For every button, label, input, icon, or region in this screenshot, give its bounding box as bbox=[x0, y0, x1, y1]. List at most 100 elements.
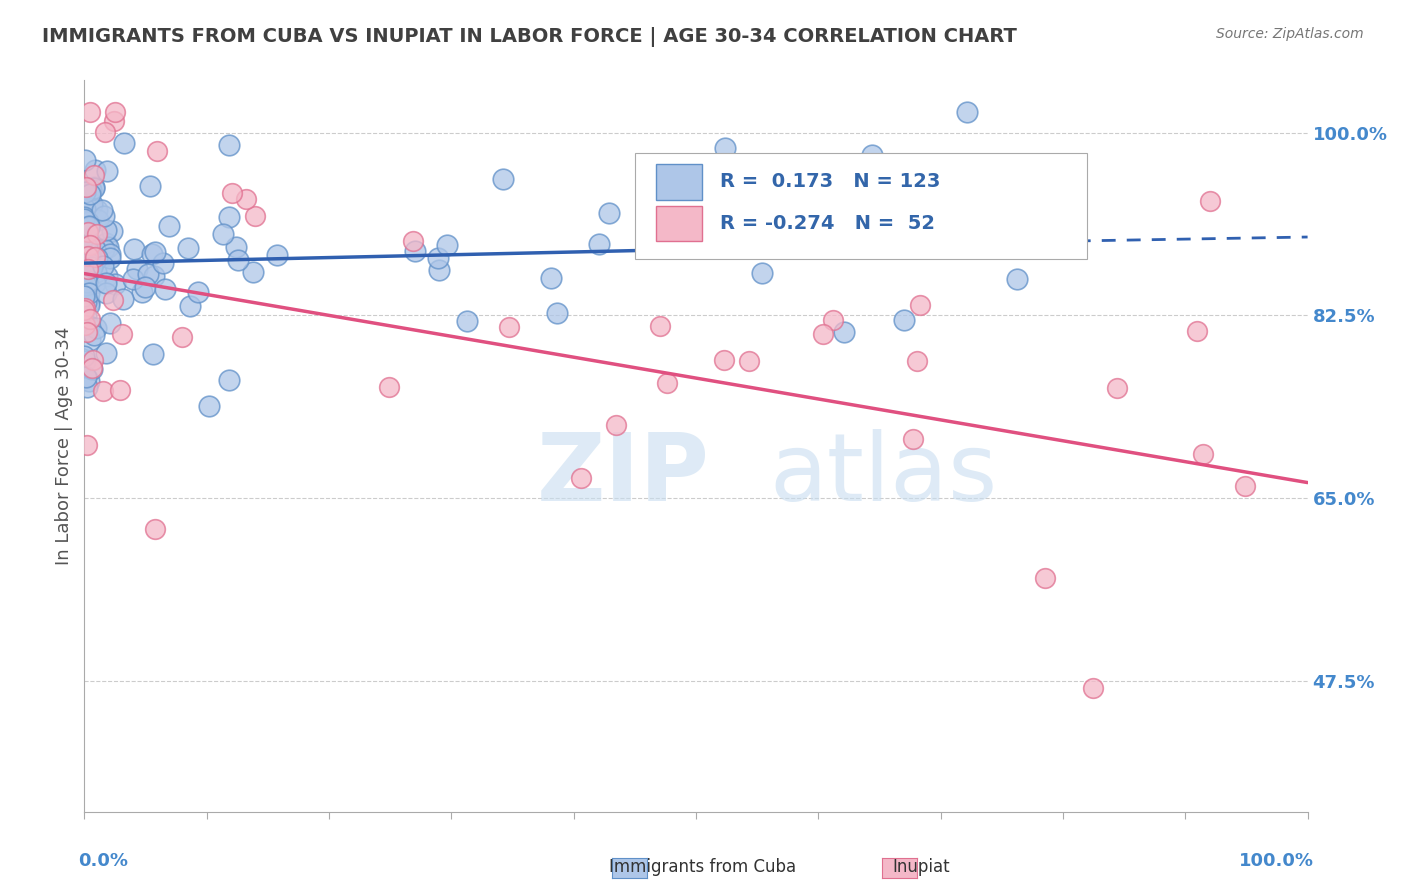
Text: IMMIGRANTS FROM CUBA VS INUPIAT IN LABOR FORCE | AGE 30-34 CORRELATION CHART: IMMIGRANTS FROM CUBA VS INUPIAT IN LABOR… bbox=[42, 27, 1017, 46]
Point bbox=[141, 247, 163, 261]
Point bbox=[588, 237, 610, 252]
Point bbox=[73, 302, 96, 317]
Point bbox=[131, 285, 153, 299]
Point bbox=[172, 330, 194, 344]
Point bbox=[73, 210, 96, 224]
Point bbox=[91, 202, 114, 217]
Point bbox=[76, 225, 98, 239]
Point bbox=[832, 325, 855, 339]
Point bbox=[73, 266, 96, 280]
Point bbox=[73, 185, 96, 199]
Point bbox=[93, 210, 115, 224]
Point bbox=[427, 263, 450, 277]
Point bbox=[893, 312, 915, 326]
Point bbox=[77, 262, 100, 277]
Point bbox=[145, 522, 167, 536]
Point bbox=[86, 212, 108, 227]
Point bbox=[779, 190, 801, 204]
Point bbox=[75, 214, 97, 228]
Text: ZIP: ZIP bbox=[537, 429, 710, 521]
Point bbox=[76, 239, 98, 253]
Point bbox=[111, 292, 134, 306]
Point bbox=[1187, 324, 1209, 338]
Point bbox=[94, 125, 117, 139]
Point bbox=[655, 376, 678, 390]
Point bbox=[96, 268, 118, 283]
Point bbox=[179, 299, 201, 313]
Point bbox=[77, 219, 100, 234]
Point bbox=[75, 278, 97, 293]
Point bbox=[956, 104, 979, 119]
Point bbox=[226, 252, 249, 267]
Point bbox=[104, 104, 127, 119]
Point bbox=[86, 252, 108, 266]
Point bbox=[661, 188, 683, 202]
Point bbox=[235, 193, 257, 207]
Point bbox=[243, 209, 266, 223]
Point bbox=[75, 220, 97, 235]
Text: R =  0.173   N = 123: R = 0.173 N = 123 bbox=[720, 172, 941, 192]
Point bbox=[738, 354, 761, 368]
Text: atlas: atlas bbox=[769, 429, 998, 521]
Point bbox=[82, 353, 104, 368]
Point bbox=[1105, 381, 1128, 395]
Point bbox=[82, 253, 104, 268]
Point bbox=[824, 167, 846, 181]
Point bbox=[124, 242, 146, 256]
Point bbox=[76, 275, 98, 289]
Point bbox=[1007, 177, 1029, 191]
Point bbox=[73, 318, 96, 332]
Point bbox=[965, 181, 987, 195]
Point bbox=[73, 350, 96, 364]
Point bbox=[143, 268, 166, 283]
Point bbox=[73, 259, 96, 273]
Point bbox=[498, 320, 520, 334]
Point bbox=[76, 214, 98, 228]
Point bbox=[83, 328, 105, 343]
Point bbox=[598, 206, 620, 220]
Point bbox=[94, 346, 117, 360]
Point bbox=[456, 314, 478, 328]
Point bbox=[187, 285, 209, 299]
Point bbox=[79, 104, 101, 119]
Point bbox=[82, 260, 104, 274]
Point bbox=[811, 327, 834, 342]
Point bbox=[79, 333, 101, 347]
Point bbox=[177, 241, 200, 255]
Point bbox=[152, 256, 174, 270]
Point bbox=[77, 256, 100, 270]
Point bbox=[225, 239, 247, 253]
Point bbox=[98, 247, 121, 261]
Point bbox=[80, 197, 103, 211]
Point bbox=[404, 244, 426, 259]
Point bbox=[79, 238, 101, 252]
Point bbox=[266, 248, 288, 262]
Point bbox=[73, 288, 96, 302]
Point bbox=[83, 179, 105, 194]
Point bbox=[73, 211, 96, 226]
Text: 0.0%: 0.0% bbox=[79, 852, 128, 870]
Point bbox=[401, 234, 423, 248]
Point bbox=[75, 295, 97, 310]
Point bbox=[76, 438, 98, 452]
Point bbox=[84, 321, 107, 335]
Point bbox=[648, 318, 671, 333]
Point bbox=[546, 306, 568, 320]
Point bbox=[218, 373, 240, 387]
Text: Source: ZipAtlas.com: Source: ZipAtlas.com bbox=[1216, 27, 1364, 41]
Point bbox=[83, 168, 105, 182]
Point bbox=[83, 243, 105, 257]
Point bbox=[860, 148, 883, 162]
Point bbox=[82, 361, 104, 376]
Text: Immigrants from Cuba: Immigrants from Cuba bbox=[609, 858, 797, 876]
Point bbox=[197, 399, 219, 413]
Point bbox=[84, 250, 107, 264]
Point bbox=[97, 240, 120, 254]
Point bbox=[714, 141, 737, 155]
Point bbox=[605, 418, 627, 433]
FancyBboxPatch shape bbox=[636, 153, 1087, 260]
Point bbox=[491, 172, 513, 186]
Point bbox=[77, 318, 100, 333]
Point bbox=[1199, 194, 1222, 208]
Point bbox=[910, 297, 932, 311]
